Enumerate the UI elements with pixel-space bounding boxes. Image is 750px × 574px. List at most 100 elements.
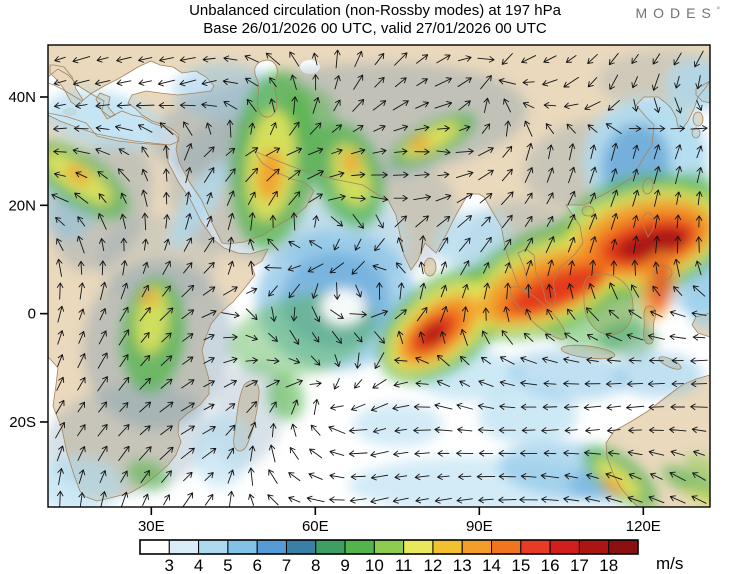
wind-arrow	[141, 189, 148, 207]
wind-arrow	[690, 125, 708, 132]
wind-arrow	[481, 356, 491, 365]
wind-arrow	[652, 261, 660, 275]
wind-arrow	[311, 306, 321, 323]
wind-arrow	[119, 354, 129, 368]
wind-arrow	[329, 171, 345, 178]
wind-arrow	[78, 469, 86, 484]
wind-arrow	[631, 76, 638, 89]
wind-arrow	[307, 147, 324, 156]
wind-arrow	[288, 357, 301, 365]
wind-arrow	[501, 168, 513, 182]
wind-arrow	[179, 102, 196, 109]
colorbar-tick-label: 8	[311, 556, 320, 574]
wind-arrow	[78, 282, 86, 300]
wind-arrow	[57, 330, 64, 345]
wind-arrow	[312, 52, 319, 66]
wind-speed-blob	[353, 403, 443, 447]
colorbar-tick-label: 10	[365, 556, 384, 574]
wind-arrow	[458, 237, 471, 252]
wind-arrow	[268, 190, 278, 206]
colorbar-tick-label: 11	[395, 556, 413, 574]
wind-arrow	[248, 191, 256, 205]
wind-arrow	[179, 79, 197, 87]
wind-arrow	[605, 472, 623, 480]
wind-arrow	[264, 264, 282, 271]
wind-speed-blob	[126, 459, 170, 491]
wind-arrow	[372, 427, 387, 434]
wind-arrow	[265, 52, 281, 66]
wind-arrow	[221, 311, 240, 319]
wind-arrow	[370, 403, 389, 412]
wind-arrow	[266, 357, 280, 364]
wind-arrow	[162, 260, 171, 275]
wind-arrow	[307, 263, 324, 273]
colorbar-tick-label: 4	[194, 556, 203, 574]
wind-arrow	[543, 450, 557, 457]
wind-arrow	[227, 236, 235, 253]
wind-arrow	[328, 425, 346, 434]
chart-title: Unbalanced circulation (non-Rossby modes…	[189, 2, 561, 19]
wind-arrow	[163, 144, 170, 159]
y-axis: 40N 20N 0 20S	[8, 89, 48, 431]
wind-arrow	[669, 333, 686, 341]
wind-arrow	[120, 213, 127, 230]
wind-arrow	[458, 473, 472, 480]
wind-arrow	[632, 235, 639, 254]
wind-arrow	[77, 260, 85, 275]
wind-arrow	[434, 77, 452, 87]
wind-arrow	[458, 100, 471, 111]
colorbar-cell	[549, 539, 580, 555]
wind-arrow	[674, 214, 682, 229]
wind-arrow	[138, 56, 153, 63]
wind-arrow	[542, 356, 558, 364]
wind-arrow	[55, 399, 65, 415]
wind-arrow	[504, 282, 511, 300]
wind-arrow	[139, 425, 151, 436]
wind-arrow	[160, 378, 173, 389]
wind-arrow	[524, 167, 534, 183]
wind-arrow	[415, 380, 429, 387]
wind-arrow	[309, 122, 322, 135]
wind-arrow	[97, 376, 108, 392]
wind-arrow	[674, 144, 682, 160]
wind-arrow	[628, 125, 642, 132]
wind-arrow	[626, 333, 644, 341]
wind-arrow	[223, 286, 238, 296]
wind-arrow	[350, 195, 366, 202]
wind-arrow	[160, 425, 173, 436]
wind-arrow	[75, 102, 88, 109]
wind-arrow	[436, 125, 450, 132]
chart-title-block: Unbalanced circulation (non-Rossby modes…	[0, 2, 750, 38]
wind-arrow	[414, 450, 430, 457]
wind-arrow	[372, 100, 387, 111]
wind-arrow	[415, 101, 430, 109]
wind-arrow	[480, 75, 492, 90]
wind-arrow	[456, 496, 473, 504]
wind-arrow	[546, 308, 554, 320]
wind-arrow	[520, 473, 537, 480]
wind-arrow	[203, 262, 215, 274]
map-canvas	[47, 44, 711, 508]
wind-arrow	[333, 378, 340, 390]
wind-arrow	[652, 53, 661, 65]
wind-arrow	[329, 449, 345, 456]
wind-arrow	[56, 258, 63, 277]
wind-arrow	[328, 194, 346, 201]
wind-arrow	[57, 468, 64, 486]
wind-speed-blob	[256, 149, 284, 201]
colorbar-cell	[578, 539, 610, 555]
wind-arrow	[181, 379, 195, 389]
wind-arrow	[524, 192, 533, 204]
wind-arrow	[141, 284, 150, 298]
wind-arrow	[308, 472, 323, 480]
wind-arrow	[523, 332, 534, 342]
wind-arrow	[396, 237, 404, 252]
wind-arrow	[648, 403, 665, 411]
wind-arrow	[163, 191, 170, 205]
wind-arrow	[457, 426, 473, 434]
wind-speed-blob	[48, 90, 163, 150]
wind-arrow	[353, 74, 364, 90]
wind-arrow	[567, 213, 576, 229]
wind-arrow	[587, 124, 598, 133]
wind-arrow	[478, 379, 494, 387]
